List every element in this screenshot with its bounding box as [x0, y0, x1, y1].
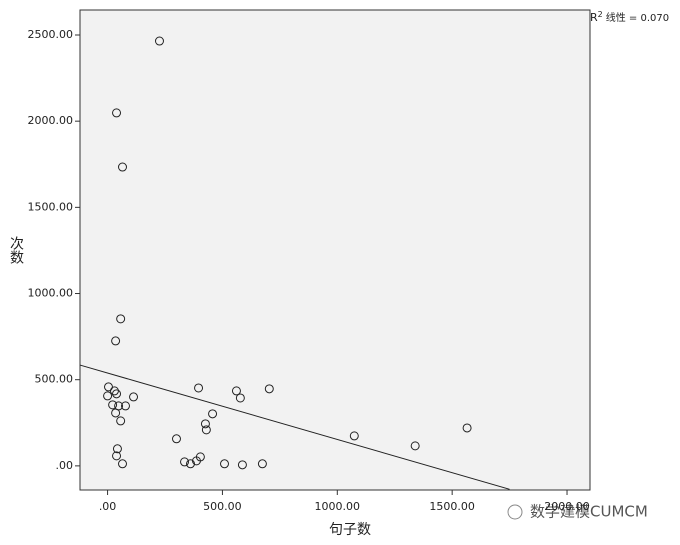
scatter-point	[201, 425, 211, 435]
r2-text: 线性 = 0.070	[606, 11, 669, 24]
x-tick-label: .00	[99, 500, 117, 513]
watermark: 数学建模CUMCM	[530, 503, 648, 521]
r2-letter: R2 线性 = 0.070	[590, 10, 669, 25]
scatter-point	[129, 392, 139, 402]
scatter-point	[349, 431, 359, 441]
scatter-point	[111, 336, 121, 346]
watermark-icon	[507, 504, 523, 520]
scatter-point	[200, 419, 210, 429]
r2-sup: 2	[598, 10, 603, 19]
y-tick-label: 2000.00	[28, 114, 74, 127]
scatter-point	[180, 457, 190, 467]
y-tick-label: 1500.00	[28, 200, 74, 213]
scatter-point	[112, 444, 122, 454]
scatter-point	[112, 451, 122, 461]
scatter-point	[237, 460, 247, 470]
fit-line	[79, 364, 510, 490]
y-tick-label: 2500.00	[28, 28, 74, 41]
y-axis-label: 次数	[8, 236, 24, 264]
scatter-point	[103, 391, 113, 401]
x-tick-label: 1000.00	[315, 500, 361, 513]
x-tick-label: 500.00	[203, 500, 242, 513]
scatter-point	[231, 386, 241, 396]
scatter-point	[112, 108, 122, 118]
scatter-point	[118, 162, 127, 172]
scatter-point	[108, 400, 118, 410]
scatter-point	[116, 416, 126, 426]
scatter-point	[109, 386, 119, 396]
x-tick-label: 2000.00	[544, 500, 590, 513]
scatter-point	[208, 409, 218, 419]
scatter-point	[462, 423, 472, 433]
scatter-point	[194, 383, 204, 393]
y-tick-label: 1000.00	[28, 287, 74, 300]
scatter-point	[171, 434, 181, 444]
scatter-point	[195, 452, 205, 462]
scatter-point	[410, 441, 420, 451]
scatter-point	[116, 314, 126, 324]
scatter-point	[264, 384, 274, 394]
scatter-point	[118, 459, 127, 469]
x-tick-label: 1500.00	[429, 500, 475, 513]
scatter-point	[112, 389, 122, 399]
scatter-point	[257, 459, 267, 469]
r2-letter-text: R	[590, 11, 598, 24]
scatter-point	[220, 459, 229, 469]
plot-area	[79, 9, 591, 491]
y-tick-label: 500.00	[35, 373, 74, 386]
scatter-point	[186, 459, 195, 469]
scatter-point	[120, 401, 130, 411]
x-axis-label: 句子数	[329, 522, 371, 538]
y-tick-label: .00	[56, 459, 74, 472]
scatter-point	[154, 36, 164, 46]
scatter-point	[111, 408, 121, 418]
scatter-point	[235, 393, 245, 403]
